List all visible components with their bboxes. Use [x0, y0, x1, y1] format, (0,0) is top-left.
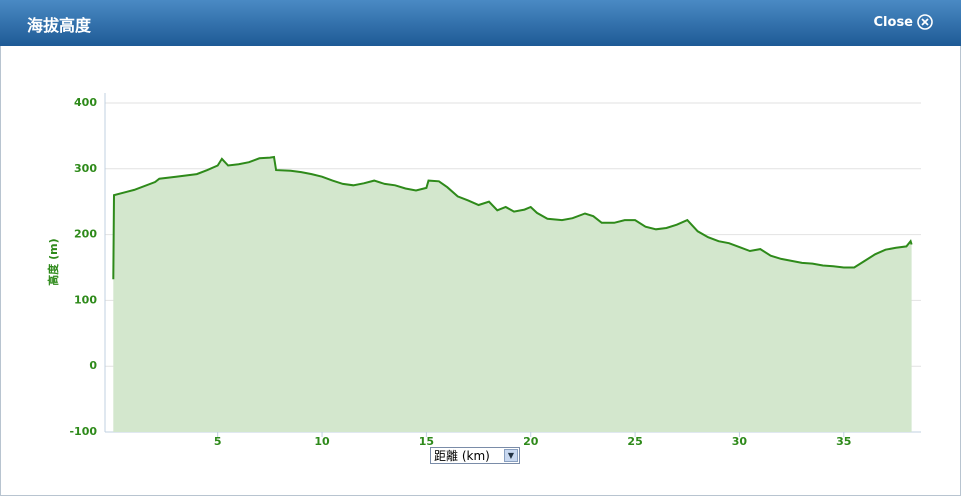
y-tick-label: 200	[74, 228, 97, 241]
x-axis-label[interactable]: 距離 (km)	[434, 449, 490, 463]
x-tick-label: 15	[419, 435, 434, 448]
close-label[interactable]: Close	[873, 14, 913, 30]
select-arrow[interactable]: ▼	[504, 449, 518, 462]
dialog-title: 海拔高度	[27, 16, 92, 35]
close-button[interactable]: Close	[874, 14, 933, 30]
y-axis-label: 高度 (m)	[46, 238, 60, 285]
y-tick-label: 400	[74, 96, 97, 109]
x-tick-label: 30	[732, 435, 748, 448]
x-tick-label: 5	[214, 435, 222, 448]
x-tick-label: 20	[523, 435, 539, 448]
x-tick-label: 10	[314, 435, 330, 448]
x-tick-label: 35	[836, 435, 851, 448]
area	[113, 157, 912, 432]
x-axis-select[interactable]: 距離 (km) ▼	[430, 447, 520, 464]
y-tick-label: 0	[89, 359, 97, 372]
close-icon[interactable]	[917, 14, 933, 30]
x-tick-label: 25	[627, 435, 642, 448]
y-tick-label: 100	[74, 293, 97, 306]
y-tick-label: 300	[74, 162, 97, 175]
y-tick-label: -100	[69, 425, 97, 438]
header: 海拔高度 Close	[0, 0, 961, 46]
line	[112, 155, 913, 280]
